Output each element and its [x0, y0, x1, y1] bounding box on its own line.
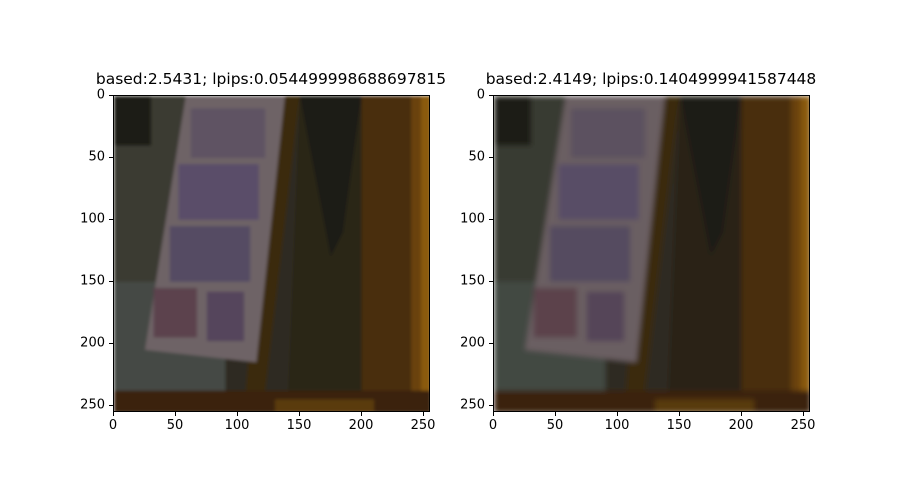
panel-2-ytick: [489, 343, 493, 344]
panel-1-ytick-label: 200: [80, 335, 105, 351]
panel-2-ytick-label: 250: [460, 397, 485, 413]
panel-1-xtick: [299, 412, 300, 416]
panel-1-image: [113, 95, 430, 412]
panel-1-photo: [114, 96, 429, 411]
panel-2-ytick-label: 200: [460, 335, 485, 351]
panel-1-ytick-label: 50: [88, 149, 105, 165]
panel-2-xtick-label: 50: [546, 418, 564, 433]
panel-1-title: based:2.5431; lpips:0.054499998688697815: [95, 70, 447, 88]
panel-1-xtick: [237, 412, 238, 416]
panel-1-xtick-label: 0: [108, 418, 118, 433]
panel-1-ytick: [109, 219, 113, 220]
panel-2-ytick-label: 0: [476, 87, 485, 103]
panel-2-title: based:2.4149; lpips:0.1404999941587448: [485, 70, 817, 88]
panel-2-ytick-label: 150: [460, 273, 485, 289]
panel-2-xtick-label: 150: [666, 418, 692, 433]
panel-1-xtick-label: 100: [224, 418, 250, 433]
panel-2-xtick: [679, 412, 680, 416]
panel-1-ytick-label: 250: [80, 397, 105, 413]
panel-2-xtick: [493, 412, 494, 416]
panel-2-ytick: [489, 405, 493, 406]
panel-2-xtick-label: 200: [728, 418, 754, 433]
panel-1-xtick: [175, 412, 176, 416]
panel-2-xtick-label: 100: [604, 418, 630, 433]
panel-1-xtick-label: 250: [410, 418, 436, 433]
panel-2-ytick: [489, 219, 493, 220]
panel-2-photo: [494, 96, 809, 411]
panel-2-xtick: [741, 412, 742, 416]
panel-1-ytick-label: 100: [80, 211, 105, 227]
panel-2-xtick-label: 0: [488, 418, 498, 433]
panel-1-ytick: [109, 281, 113, 282]
panel-1-ytick: [109, 405, 113, 406]
panel-1-xtick-label: 150: [286, 418, 312, 433]
panel-1-ytick: [109, 343, 113, 344]
panel-1-xtick-label: 50: [166, 418, 184, 433]
panel-2-ytick: [489, 281, 493, 282]
panel-2-xtick: [555, 412, 556, 416]
panel-2-ytick: [489, 157, 493, 158]
panel-1-xtick: [423, 412, 424, 416]
panel-2-image: [493, 95, 810, 412]
panel-2-xtick: [617, 412, 618, 416]
panel-1-ytick-label: 0: [96, 87, 105, 103]
panel-1-xtick-label: 200: [348, 418, 374, 433]
panel-2-ytick-label: 100: [460, 211, 485, 227]
panel-1-xtick: [113, 412, 114, 416]
panel-2-ytick-label: 50: [468, 149, 485, 165]
panel-1-ytick-label: 150: [80, 273, 105, 289]
panel-2-xtick: [803, 412, 804, 416]
panel-2-ytick: [489, 95, 493, 96]
panel-1-ytick: [109, 95, 113, 96]
panel-2-xtick-label: 250: [790, 418, 816, 433]
panel-1-xtick: [361, 412, 362, 416]
panel-1-ytick: [109, 157, 113, 158]
